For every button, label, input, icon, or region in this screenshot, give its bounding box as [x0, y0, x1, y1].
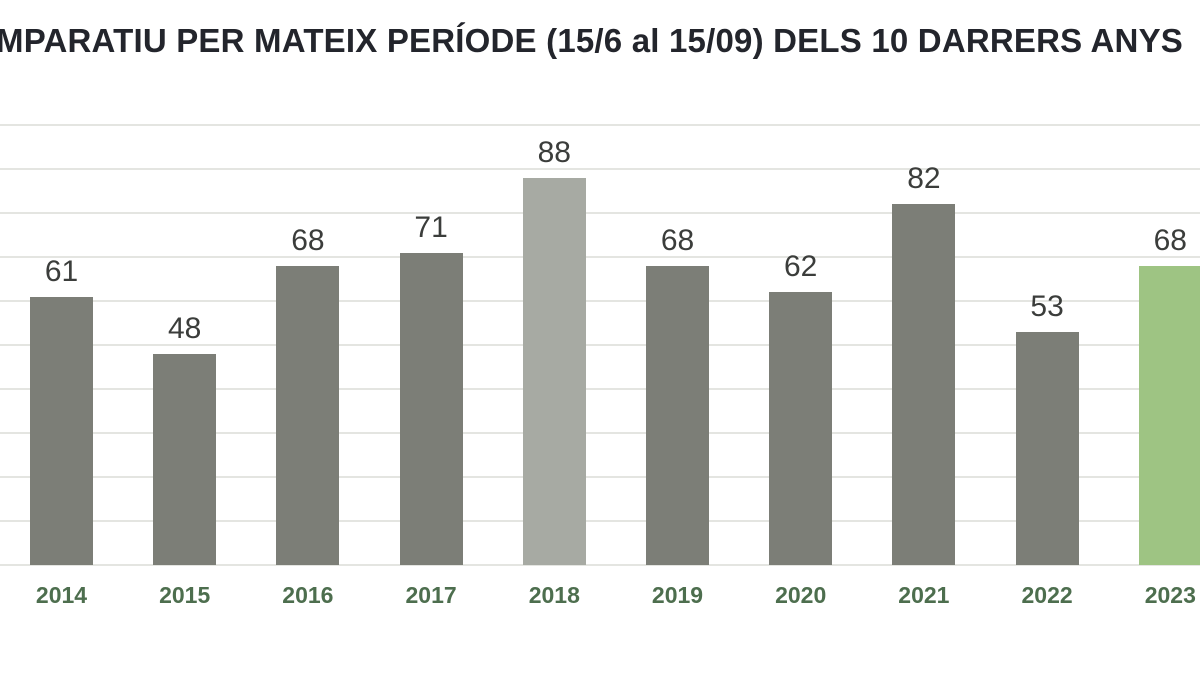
year-label-2015: 2015 [159, 582, 211, 608]
plot-area: 61 2014 48 2015 68 2016 71 2017 88 2018 68 2019 62 20… [0, 124, 1200, 608]
chart-title: MPARATIU PER MATEIX PERÍODE (15/6 al 15/… [0, 22, 1184, 59]
bar-2021 [892, 204, 956, 565]
gridline [0, 212, 1200, 214]
gridline [0, 564, 1200, 566]
value-label-2017: 71 [414, 210, 448, 244]
year-label-2014: 2014 [35, 582, 88, 608]
year-label-2020: 2020 [775, 582, 827, 608]
gridline [0, 256, 1200, 258]
value-label-2015: 48 [168, 311, 202, 345]
gridline [0, 388, 1200, 390]
bar-2018 [522, 177, 586, 565]
value-label-2014: 61 [44, 254, 79, 288]
gridline [0, 300, 1200, 302]
year-label-2018: 2018 [528, 582, 580, 608]
year-label-2016: 2016 [282, 582, 334, 608]
value-label-2023: 68 [1153, 223, 1187, 257]
value-label-2016: 68 [291, 223, 325, 257]
gridline [0, 344, 1200, 346]
year-label-2023: 2023 [1144, 582, 1196, 608]
value-label-2020: 62 [784, 250, 818, 284]
gridline [0, 124, 1200, 126]
value-label-2022: 53 [1030, 289, 1064, 323]
bar-2014 [30, 296, 93, 565]
bar-2015 [153, 353, 217, 565]
bar-2023 [1138, 265, 1200, 565]
bar-2019 [646, 265, 709, 565]
gridline [0, 168, 1200, 170]
gridline [0, 520, 1200, 522]
value-label-2018: 88 [537, 135, 571, 169]
year-label-2017: 2017 [405, 582, 457, 608]
gridline [0, 476, 1200, 478]
value-label-2019: 68 [660, 223, 695, 257]
bar-2017 [399, 252, 463, 565]
year-label-2021: 2021 [898, 582, 950, 608]
gridline [0, 432, 1200, 434]
year-label-2019: 2019 [651, 582, 704, 608]
bar-2020 [769, 292, 833, 565]
bar-2022 [1015, 331, 1079, 565]
bar-2016 [276, 265, 340, 565]
value-label-2021: 82 [907, 162, 941, 196]
year-label-2022: 2022 [1021, 582, 1073, 608]
